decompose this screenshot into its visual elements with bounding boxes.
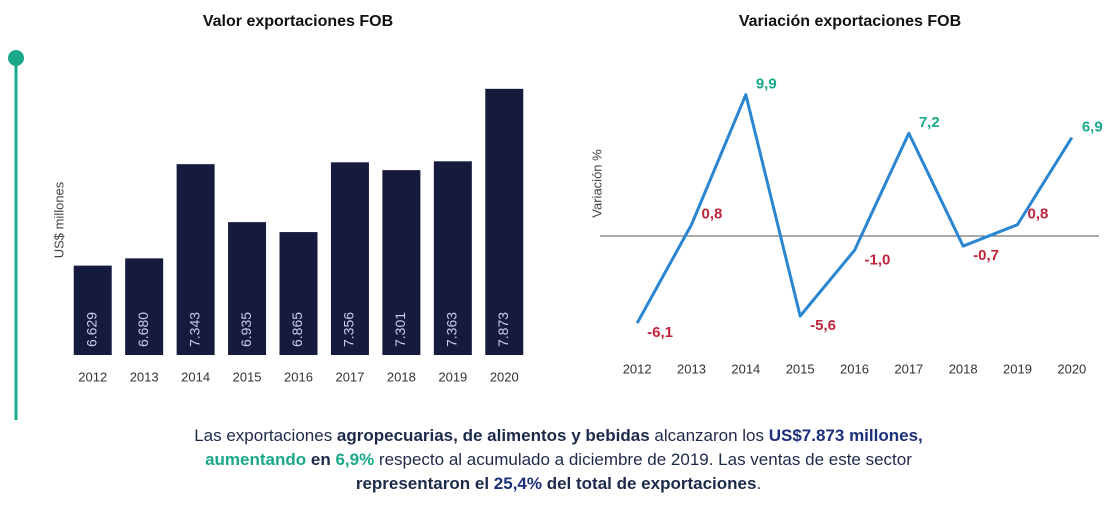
caption-text: alcanzaron los [649, 426, 769, 445]
caption-text: . [756, 474, 762, 493]
x-tick-label: 2017 [894, 361, 923, 376]
chart-title: Valor exportaciones FOB [203, 13, 393, 30]
x-tick-label: 2013 [677, 361, 706, 376]
x-tick-label: 2014 [181, 369, 210, 384]
decor-dot [8, 50, 24, 66]
value-label: 7.356 [341, 312, 357, 347]
value-label: 6.629 [83, 312, 99, 347]
caption-text: aumentando [205, 450, 307, 469]
value-label: 7,2 [919, 114, 940, 131]
value-label: -0,7 [973, 247, 999, 264]
caption-text: 25,4% [493, 474, 542, 493]
caption-text: 6,9% [335, 450, 375, 469]
x-tick-label: 2020 [1057, 361, 1086, 376]
bar [228, 222, 267, 355]
x-tick-label: 2012 [623, 361, 652, 376]
bar [485, 88, 524, 355]
caption: Las exportaciones agropecuarias, de alim… [40, 424, 1077, 496]
value-label: 0,8 [1028, 206, 1049, 223]
caption-text: US$7.873 millones, [768, 426, 923, 445]
value-label: 7.301 [392, 312, 408, 347]
bar [433, 161, 472, 355]
value-label: 7.363 [444, 312, 460, 347]
x-tick-label: 2013 [130, 369, 159, 384]
line [635, 93, 1074, 324]
chart-title: Variación exportaciones FOB [739, 13, 961, 30]
caption-text: en [306, 450, 336, 469]
value-label: 6,9 [1082, 119, 1103, 136]
bar [279, 232, 318, 355]
value-label: 6.680 [135, 312, 151, 347]
caption-text: representaron el [355, 474, 494, 493]
bar [176, 164, 215, 355]
x-tick-label: 2012 [78, 369, 107, 384]
value-label: 9,9 [756, 76, 777, 93]
value-label: -6,1 [647, 324, 673, 341]
y-axis-label: US$ millones [51, 181, 66, 258]
x-tick-label: 2018 [949, 361, 978, 376]
caption-text: agropecuarias, de alimentos y bebidas [336, 426, 650, 445]
bar [125, 258, 164, 355]
x-tick-label: 2019 [1003, 361, 1032, 376]
x-tick-label: 2015 [786, 361, 815, 376]
y-axis-label: Variación % [589, 149, 604, 218]
bar [382, 170, 421, 355]
x-tick-label: 2016 [284, 369, 313, 384]
caption-text: respecto al acumulado a diciembre de 201… [374, 450, 912, 469]
bar [73, 265, 112, 355]
x-tick-label: 2020 [490, 369, 519, 384]
x-tick-label: 2014 [731, 361, 760, 376]
charts: Valor exportaciones FOB US$ millones 6.629… [8, 13, 1103, 420]
value-label: -5,6 [810, 317, 836, 334]
value-label: 6.935 [238, 312, 254, 347]
x-tick-label: 2017 [335, 369, 364, 384]
value-label: 7.343 [186, 312, 202, 347]
caption-text: del total de exportaciones [541, 474, 757, 493]
x-tick-label: 2015 [233, 369, 262, 384]
caption-text: Las exportaciones [194, 426, 337, 445]
x-tick-label: 2019 [438, 369, 467, 384]
value-label: 7.873 [495, 312, 511, 347]
x-tick-label: 2018 [387, 369, 416, 384]
value-label: -1,0 [865, 251, 891, 268]
value-label: 6.865 [289, 312, 305, 347]
value-label: 0,8 [702, 206, 723, 223]
bar [330, 162, 369, 355]
x-tick-label: 2016 [840, 361, 869, 376]
